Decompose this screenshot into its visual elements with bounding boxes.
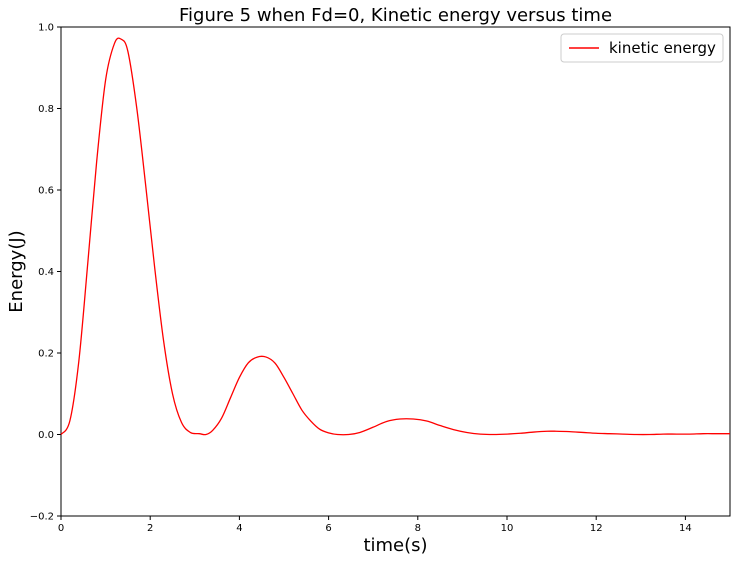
x-tick-label: 6 bbox=[325, 523, 331, 534]
x-tick-label: 2 bbox=[147, 523, 153, 534]
y-tick-label: −0.2 bbox=[30, 512, 54, 523]
kinetic-energy-line bbox=[60, 37, 730, 436]
x-tick-label: 14 bbox=[679, 523, 692, 534]
y-tick-label: 0.8 bbox=[38, 104, 54, 115]
x-tick-label: 10 bbox=[501, 523, 514, 534]
y-tick-label: 0.2 bbox=[38, 349, 54, 360]
legend-label: kinetic energy bbox=[609, 39, 716, 57]
y-axis-label: Energy(J) bbox=[6, 230, 27, 312]
x-tick-label: 8 bbox=[415, 523, 421, 534]
x-tick-label: 4 bbox=[236, 523, 242, 534]
x-tick-label: 0 bbox=[58, 523, 64, 534]
legend-box bbox=[560, 33, 724, 63]
plot-frame bbox=[60, 26, 731, 517]
y-tick-label: 0.0 bbox=[38, 430, 54, 441]
x-axis-label: time(s) bbox=[363, 535, 427, 556]
y-tick-label: 1.0 bbox=[38, 23, 54, 34]
y-tick-label: 0.4 bbox=[38, 267, 54, 278]
x-tick-label: 12 bbox=[590, 523, 603, 534]
chart-title: Figure 5 when Fd=0, Kinetic energy versu… bbox=[179, 5, 612, 26]
y-tick-label: 0.6 bbox=[38, 186, 54, 197]
